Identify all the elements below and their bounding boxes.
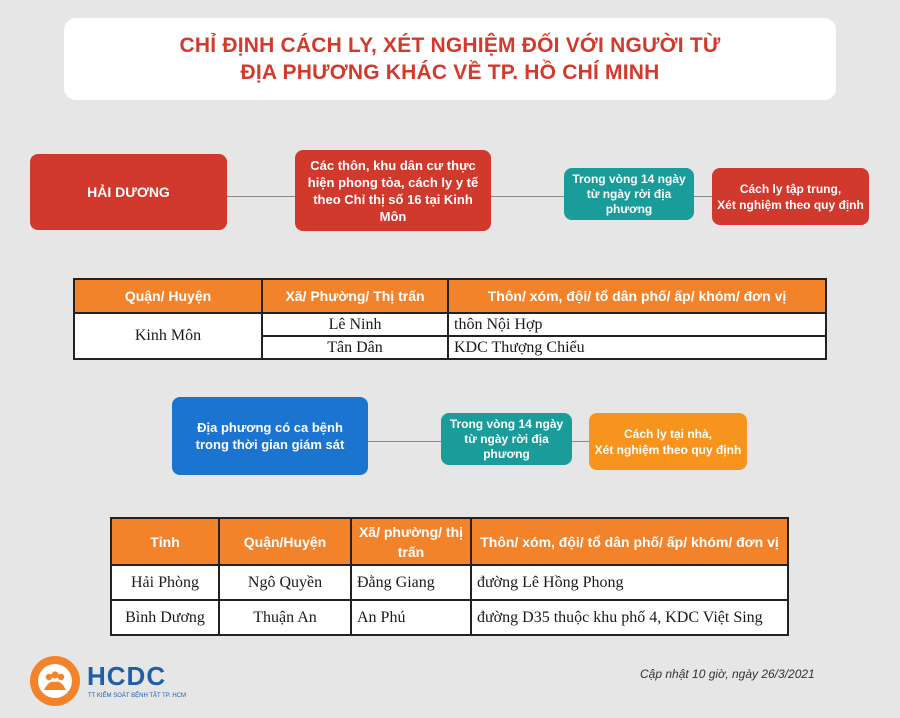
ward-cell: Lê Ninh xyxy=(261,312,449,337)
connector-line xyxy=(693,196,713,197)
period-label: Trong vòng 14 ngày từ ngày rời địa phươn… xyxy=(449,416,564,461)
column-header: Xã/ phường/ thị trấn xyxy=(350,517,472,566)
ward-cell: Tân Dân xyxy=(261,335,449,360)
condition-label: Các thôn, khu dân cư thực hiện phong tỏa… xyxy=(307,157,479,224)
column-header: Xã/ Phường/ Thị trấn xyxy=(261,278,449,314)
origin-box-hai-duong: HẢI DƯƠNG xyxy=(30,154,227,230)
connector-line xyxy=(226,196,296,197)
column-header: Thôn/ xóm, đội/ tổ dân phố/ ấp/ khóm/ đơ… xyxy=(470,517,789,566)
action-box-home-isolation: Cách ly tại nhà, Xét nghiệm theo quy địn… xyxy=(589,413,747,470)
ward-cell: Đằng Giang xyxy=(350,564,472,601)
table-row: Tân Dân KDC Thượng Chiểu xyxy=(74,335,827,360)
title-card: CHỈ ĐỊNH CÁCH LY, XÉT NGHIỆM ĐỐI VỚI NGƯ… xyxy=(64,18,836,100)
area-cell: đường Lê Hồng Phong xyxy=(470,564,789,601)
action-line-1: Cách ly tại nhà, xyxy=(623,426,713,441)
table-row: Bình Dương Thuận An An Phú đường D35 thu… xyxy=(110,599,789,636)
table-hai-duong: Quận/ Huyện Xã/ Phường/ Thị trấn Thôn/ x… xyxy=(73,278,827,360)
origin-label: Địa phương có ca bệnh trong thời gian gi… xyxy=(195,420,345,452)
logo-text: HCDC xyxy=(87,661,167,691)
logo-inner-emblem xyxy=(38,664,72,698)
title-line-2: ĐỊA PHƯƠNG KHÁC VỀ TP. HỒ CHÍ MINH xyxy=(240,61,660,84)
connector-line xyxy=(571,441,591,442)
origin-box-monitored: Địa phương có ca bệnh trong thời gian gi… xyxy=(172,397,368,475)
column-header: Tỉnh xyxy=(110,517,220,566)
area-cell: đường D35 thuộc khu phố 4, KDC Việt Sing xyxy=(470,599,789,636)
district-cell: Kinh Môn xyxy=(73,312,263,360)
connector-line xyxy=(490,196,566,197)
table-other-provinces: Tỉnh Quận/Huyện Xã/ phường/ thị trấn Thô… xyxy=(110,517,789,636)
action-box-quarantine: Cách ly tập trung, Xét nghiệm theo quy đ… xyxy=(712,168,869,225)
period-box: Trong vòng 14 ngày từ ngày rời địa phươn… xyxy=(441,413,572,465)
column-header: Thôn/ xóm, đội/ tổ dân phố/ ấp/ khóm/ đơ… xyxy=(447,278,827,314)
connector-line xyxy=(366,441,442,442)
district-cell: Ngô Quyền xyxy=(218,564,352,601)
area-cell: thôn Nội Hợp xyxy=(447,312,827,337)
logo-subtext: TT KIỂM SOÁT BỆNH TẬT TP. HCM xyxy=(88,693,187,699)
district-cell: Thuận An xyxy=(218,599,352,636)
title-line-1: CHỈ ĐỊNH CÁCH LY, XÉT NGHIỆM ĐỐI VỚI NGƯ… xyxy=(179,34,721,57)
province-cell: Bình Dương xyxy=(110,599,220,636)
update-timestamp: Cập nhật 10 giờ, ngày 26/3/2021 xyxy=(640,667,815,681)
ward-cell: An Phú xyxy=(350,599,472,636)
column-header: Quận/ Huyện xyxy=(73,278,263,314)
action-line-2: Xét nghiệm theo quy định xyxy=(717,197,864,212)
area-cell: KDC Thượng Chiểu xyxy=(447,335,827,360)
period-box: Trong vòng 14 ngày từ ngày rời địa phươn… xyxy=(564,168,694,220)
condition-box: Các thôn, khu dân cư thực hiện phong tỏa… xyxy=(295,150,491,231)
origin-label: HẢI DƯƠNG xyxy=(87,183,170,200)
period-label: Trong vòng 14 ngày từ ngày rời địa phươn… xyxy=(572,171,686,216)
table-header-row: Tỉnh Quận/Huyện Xã/ phường/ thị trấn Thô… xyxy=(110,517,789,566)
action-line-2: Xét nghiệm theo quy định xyxy=(594,442,742,457)
action-line-1: Cách ly tập trung, xyxy=(739,181,842,196)
province-cell: Hải Phòng xyxy=(110,564,220,601)
table-row: Kinh Môn Lê Ninh thôn Nội Hợp xyxy=(73,312,827,360)
table-header-row: Quận/ Huyện Xã/ Phường/ Thị trấn Thôn/ x… xyxy=(73,278,827,314)
column-header: Quận/Huyện xyxy=(218,517,352,566)
table-row: Hải Phòng Ngô Quyền Đằng Giang đường Lê … xyxy=(110,564,789,601)
